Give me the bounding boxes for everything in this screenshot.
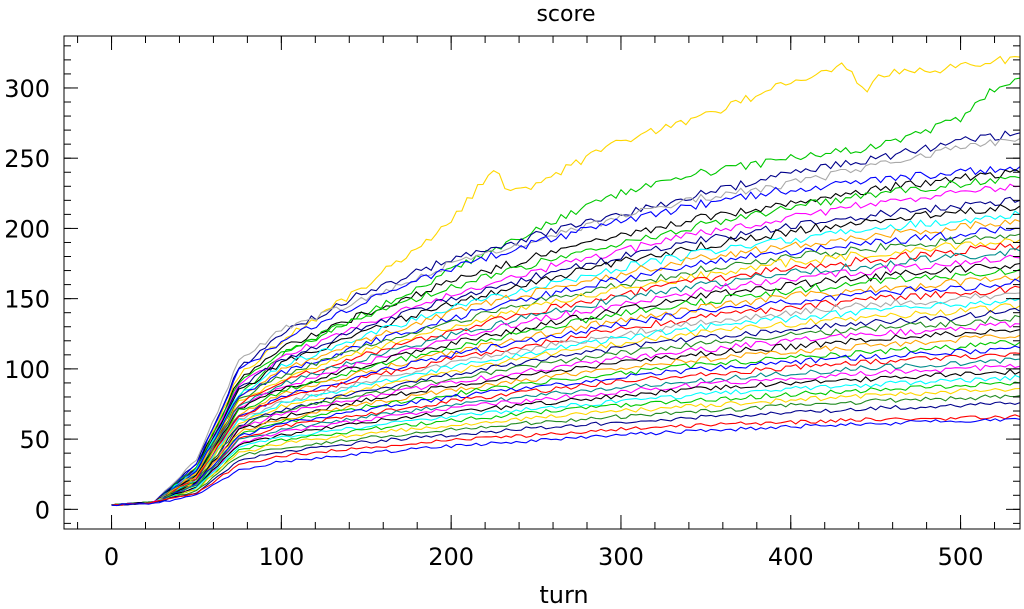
series-line-11 (111, 210, 1021, 506)
ticks-layer: 0 100 200 300 400 500 0 50 100 150 200 250 300 (4, 36, 1020, 571)
x-tick-label: 200 (428, 543, 474, 571)
chart-title: score (536, 2, 595, 27)
series-line-3 (111, 130, 1021, 506)
series-line-18 (111, 254, 1021, 506)
y-tick-label: 300 (4, 75, 50, 103)
series-layer (111, 55, 1021, 507)
series-line-26 (111, 303, 1021, 506)
series-line-40 (111, 387, 1021, 506)
series-line-20 (111, 268, 1021, 506)
series-line-43 (111, 414, 1021, 506)
series-line-39 (111, 381, 1021, 506)
x-axis-label: turn (539, 581, 588, 609)
y-tick-label: 50 (19, 426, 50, 454)
series-line-24 (111, 292, 1021, 506)
series-line-16 (111, 242, 1021, 506)
series-line-14 (111, 233, 1021, 506)
series-line-4 (111, 138, 1021, 506)
y-tick-label: 150 (4, 286, 50, 314)
y-tick-label: 200 (4, 215, 50, 243)
series-line-30 (111, 328, 1021, 506)
x-tick-label: 0 (104, 543, 119, 571)
series-line-31 (111, 334, 1021, 506)
series-line-6 (111, 168, 1021, 506)
series-line-5 (111, 165, 1021, 506)
series-line-25 (111, 297, 1021, 506)
series-line-12 (111, 219, 1021, 506)
plot-frame (63, 35, 1021, 530)
series-line-33 (111, 345, 1021, 506)
series-line-38 (111, 374, 1021, 506)
x-tick-label: 500 (938, 543, 984, 571)
series-line-8 (111, 183, 1021, 506)
series-line-28 (111, 314, 1021, 506)
series-line-21 (111, 275, 1021, 506)
series-line-42 (111, 401, 1021, 506)
series-line-19 (111, 262, 1021, 506)
series-line-15 (111, 238, 1021, 506)
series-line-22 (111, 278, 1021, 506)
series-line-2 (111, 77, 1021, 506)
series-line-27 (111, 307, 1021, 506)
series-line-44 (111, 417, 1021, 507)
series-line-9 (111, 196, 1021, 506)
series-line-34 (111, 352, 1021, 506)
series-line-35 (111, 357, 1021, 506)
series-line-23 (111, 285, 1021, 506)
series-line-29 (111, 321, 1021, 506)
series-line-13 (111, 225, 1021, 506)
series-line-7 (111, 176, 1021, 507)
x-tick-label: 300 (598, 543, 644, 571)
series-line-32 (111, 340, 1021, 506)
y-tick-label: 0 (35, 496, 50, 524)
series-line-10 (111, 204, 1021, 506)
y-tick-label: 100 (4, 356, 50, 384)
series-line-41 (111, 394, 1021, 506)
x-tick-label: 100 (258, 543, 304, 571)
series-line-17 (111, 248, 1021, 506)
x-tick-label: 400 (768, 543, 814, 571)
y-tick-label: 250 (4, 145, 50, 173)
